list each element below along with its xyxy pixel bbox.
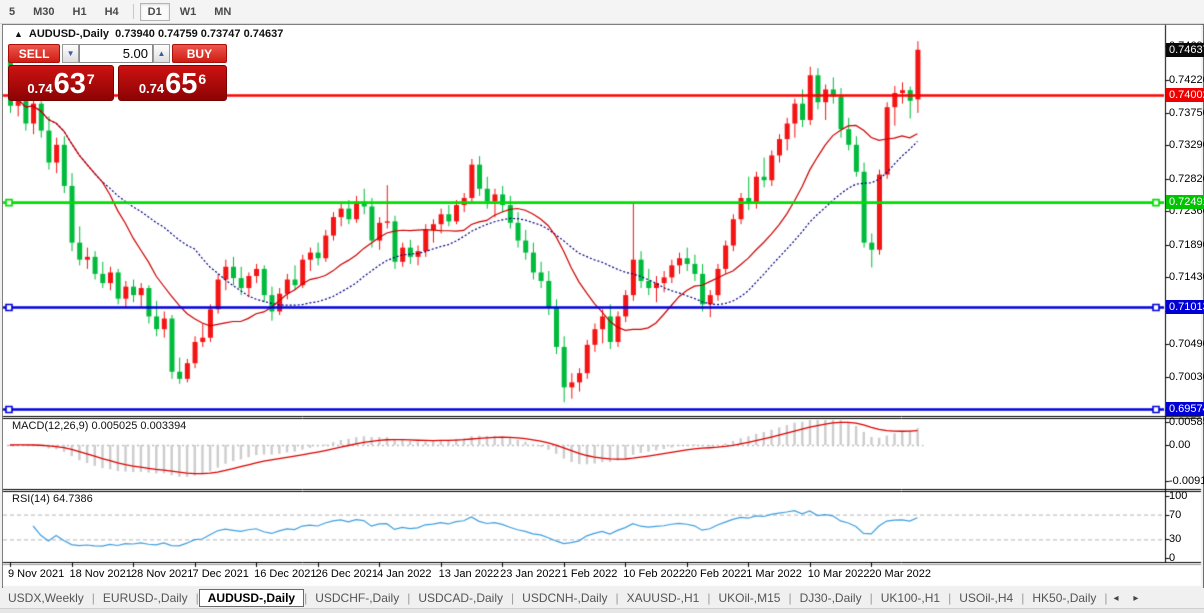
- tab-usdcnh-daily[interactable]: USDCNH-,Daily: [522, 591, 608, 605]
- timeframe-button-m30[interactable]: M30: [33, 5, 55, 18]
- tab-separator: |: [788, 591, 792, 605]
- tab-uk100-h1[interactable]: UK100-,H1: [880, 591, 941, 605]
- tab-separator: |: [615, 591, 619, 605]
- timeframe-button-5[interactable]: 5: [9, 5, 16, 18]
- tab-xauusd-h1[interactable]: XAUUSD-,H1: [626, 591, 700, 605]
- tab-usoil-h4[interactable]: USOil-,H4: [959, 591, 1014, 605]
- tab-scroll-arrows[interactable]: ◂ ▸: [1113, 592, 1145, 604]
- tab-ukoil-m15[interactable]: UKOil-,M15: [718, 591, 781, 605]
- volume-input[interactable]: [79, 44, 154, 63]
- tab-dj30-daily[interactable]: DJ30-,Daily: [799, 591, 862, 605]
- buy-price-display[interactable]: 0.74 65 6: [118, 65, 227, 101]
- spinner-up-icon: ▲: [157, 49, 166, 58]
- tab-separator: |: [869, 591, 873, 605]
- timeframe-button-w1[interactable]: W1: [179, 5, 197, 18]
- tab-audusd-daily[interactable]: AUDUSD-,Daily: [198, 589, 305, 607]
- tab-usdcad-daily[interactable]: USDCAD-,Daily: [418, 591, 504, 605]
- timeframe-toolbar: 5 M30 H1 H4 D1 W1 MN: [0, 0, 1204, 24]
- symbol-tab-bar: USDX,Weekly | EURUSD-,Daily | AUDUSD-,Daily |…: [0, 588, 1204, 608]
- tab-separator: |: [948, 591, 952, 605]
- volume-increase-button[interactable]: ▲: [153, 44, 170, 63]
- tab-usdchf-daily[interactable]: USDCHF-,Daily: [315, 591, 400, 605]
- toolbar-separator: [132, 4, 134, 19]
- timeframe-button-h4[interactable]: H4: [104, 5, 119, 18]
- sell-button[interactable]: SELL: [8, 44, 61, 63]
- sell-price-big-digits: 63: [53, 68, 86, 100]
- sell-price-display[interactable]: 0.74 63 7: [8, 65, 114, 101]
- one-click-trade-panel: SELL ▼ ▲ BUY 0.74 63 7 0.74 65 6: [8, 44, 228, 101]
- sell-price-prefix: 0.74: [27, 81, 53, 96]
- bottom-status-strip: [0, 608, 1204, 613]
- tab-separator: |: [91, 591, 95, 605]
- tab-separator: |: [407, 591, 411, 605]
- buy-price-big-digits: 65: [165, 68, 198, 100]
- volume-decrease-button[interactable]: ▼: [62, 44, 80, 63]
- tab-separator: |: [195, 591, 199, 605]
- tab-separator: |: [304, 591, 308, 605]
- tab-eurusd-daily[interactable]: EURUSD-,Daily: [102, 591, 188, 605]
- tab-hk50-daily[interactable]: HK50-,Daily: [1032, 591, 1097, 605]
- tab-separator: |: [1104, 591, 1108, 605]
- timeframe-button-d1[interactable]: D1: [139, 2, 170, 21]
- tab-separator: |: [511, 591, 515, 605]
- timeframe-button-h1[interactable]: H1: [72, 5, 87, 18]
- tab-separator: |: [707, 591, 711, 605]
- spinner-down-icon: ▼: [66, 49, 75, 58]
- timeframe-button-mn[interactable]: MN: [214, 5, 232, 18]
- tab-usdx-weekly[interactable]: USDX,Weekly: [8, 591, 84, 605]
- buy-price-pipette: 6: [198, 71, 207, 87]
- buy-button[interactable]: BUY: [171, 44, 228, 63]
- tab-separator: |: [1021, 591, 1025, 605]
- buy-price-prefix: 0.74: [138, 81, 165, 96]
- sell-price-pipette: 7: [86, 71, 95, 87]
